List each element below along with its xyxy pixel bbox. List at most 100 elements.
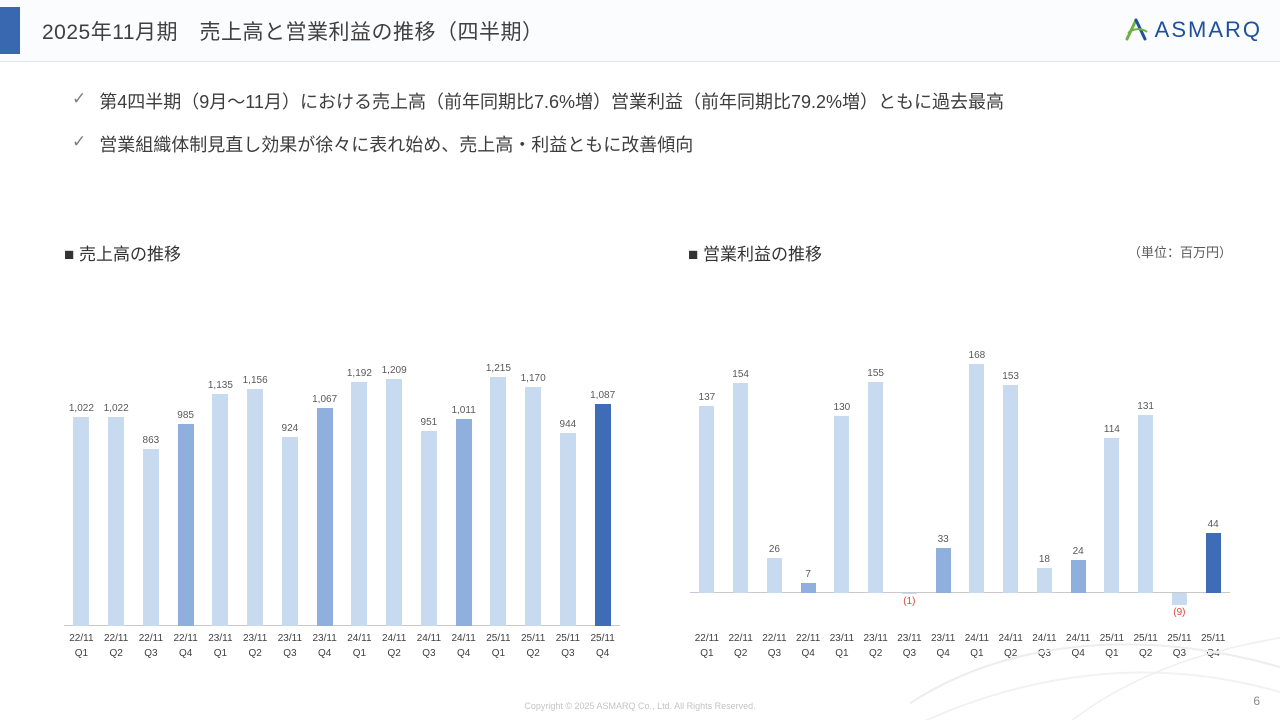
unit-label: （単位：百万円） [1127,245,1232,260]
profit-value-label: 155 [867,368,884,379]
revenue-x-label: 25/11 Q2 [520,633,546,659]
profit-bar [1036,568,1052,593]
profit-bar [969,364,985,593]
revenue-bar-group: 951 [412,360,447,626]
check-icon: ✓ [72,132,87,151]
revenue-bar [247,389,264,626]
profit-x-label: 23/11 Q1 [829,633,855,659]
revenue-x-label: 22/11 Q3 [138,633,164,659]
profit-bar [1070,560,1086,593]
profit-bar-group: 44 [1196,341,1230,627]
profit-chart: 137 154 26 7 130 155 (1) 33 168 153 18 24 114 131 (9) 4… [690,341,1230,627]
revenue-bar [594,404,611,626]
profit-x-label: 22/11 Q3 [762,633,787,659]
asmarq-logo: ASMARQ [1124,17,1262,43]
profit-value-label: 154 [732,369,749,380]
revenue-value-label: 1,011 [451,405,476,416]
profit-x-label: 25/11 Q3 [1167,633,1192,659]
profit-value-label: (1) [903,596,916,607]
bullet-text: 第4四半期（9月～11月）における売上高（前年同期比7.6%増）営業利益（前年同… [99,92,1005,112]
revenue-value-label: 1,022 [68,403,94,414]
profit-bar [1171,593,1187,605]
profit-value-label: 168 [968,350,986,361]
profit-bar-group: (1) [893,341,927,627]
profit-bar-group: 154 [724,341,758,627]
revenue-x-label: 24/11 Q1 [347,633,372,659]
revenue-bar [455,419,472,626]
revenue-axis-line [64,625,620,626]
revenue-x-label: 22/11 Q1 [69,633,94,659]
revenue-bar-group: 924 [273,360,308,626]
profit-axis-line [690,592,1230,593]
profit-x-label: 25/11 Q2 [1133,633,1158,659]
profit-bar-group: 114 [1095,341,1129,627]
revenue-bar-group: 1,022 [99,360,134,626]
revenue-x-label: 25/11 Q4 [590,633,615,659]
profit-bar [1205,533,1221,593]
revenue-value-label: 1,156 [242,375,268,386]
profit-bar-group: 155 [859,341,893,627]
profit-value-label: 7 [805,569,811,580]
profit-bar-group: 33 [926,341,960,627]
profit-x-label: 22/11 Q2 [728,633,753,659]
bullet-item: ✓ 営業組織体制見直し効果が徐々に表れ始め、売上高・利益ともに改善傾向 [72,131,1004,157]
profit-bar [766,558,782,593]
profit-bar-group: 153 [994,341,1028,627]
revenue-bar [316,408,333,626]
profit-x-label: 25/11 Q1 [1099,633,1125,659]
revenue-bar-group: 944 [551,360,586,626]
profit-bar-group: 130 [825,341,859,627]
revenue-bar [281,437,298,626]
profit-bar [1104,438,1120,593]
revenue-x-label: 25/11 Q1 [486,633,511,659]
revenue-bar [351,382,368,626]
profit-bar [834,416,850,593]
profit-chart-x-axis: 22/11 Q1 22/11 Q2 22/11 Q3 22/11 Q4 23/11 Q1 23/11… [690,631,1230,661]
profit-x-label: 24/11 Q1 [964,633,990,659]
revenue-chart: 1,022 1,022 863 985 1,135 1,156 924 1,067 1,192 1… [64,360,620,626]
asmarq-logo-icon [1125,18,1148,41]
revenue-value-label: 985 [177,410,194,421]
revenue-bar-group: 1,022 [64,360,99,626]
profit-x-label: 24/11 Q3 [1032,633,1057,659]
profit-bar [1003,385,1019,593]
profit-bar-group: 18 [1028,341,1062,627]
revenue-bar-group: 1,192 [342,360,377,626]
revenue-bar [386,379,403,626]
revenue-x-label: 25/11 Q3 [555,633,581,659]
revenue-bar-group: 1,156 [238,360,273,626]
revenue-chart-title: ■ 売上高の推移 [64,245,181,264]
profit-bar-group: 26 [758,341,792,627]
revenue-x-label: 23/11 Q3 [277,633,303,659]
revenue-bar-group: 1,135 [203,360,238,626]
profit-bar [800,583,816,593]
profit-bar [733,383,749,593]
copyright-text: Copyright © 2025 ASMARQ Co., Ltd. All Ri… [524,701,756,711]
revenue-value-label: 951 [420,417,438,428]
profit-x-label: 23/11 Q4 [930,633,956,659]
profit-value-label: 153 [1002,371,1019,382]
revenue-value-label: 944 [559,419,577,430]
revenue-value-label: 1,215 [485,363,511,374]
revenue-bar-group: 985 [168,360,203,626]
revenue-x-label: 23/11 Q1 [208,633,233,659]
profit-value-label: (9) [1173,607,1186,618]
profit-x-label: 24/11 Q2 [998,633,1023,659]
revenue-value-label: 1,067 [312,394,338,405]
revenue-value-label: 1,170 [520,373,546,384]
revenue-value-label: 1,022 [103,403,129,414]
profit-value-label: 137 [698,392,716,403]
revenue-bar [212,394,229,626]
revenue-x-label: 23/11 Q4 [312,633,337,659]
revenue-bar [525,387,542,626]
profit-bar [699,406,715,593]
asmarq-logo-text: ASMARQ [1154,17,1262,42]
revenue-bar [559,433,576,626]
revenue-bar-group: 1,011 [446,360,481,626]
page-number: 6 [1253,694,1260,708]
revenue-value-label: 1,192 [346,368,372,379]
revenue-bar [108,417,125,626]
revenue-bar [177,424,194,626]
revenue-chart-x-axis: 22/11 Q1 22/11 Q2 22/11 Q3 22/11 Q4 23/11 Q1 23/11… [64,631,620,661]
revenue-bar [73,417,90,626]
